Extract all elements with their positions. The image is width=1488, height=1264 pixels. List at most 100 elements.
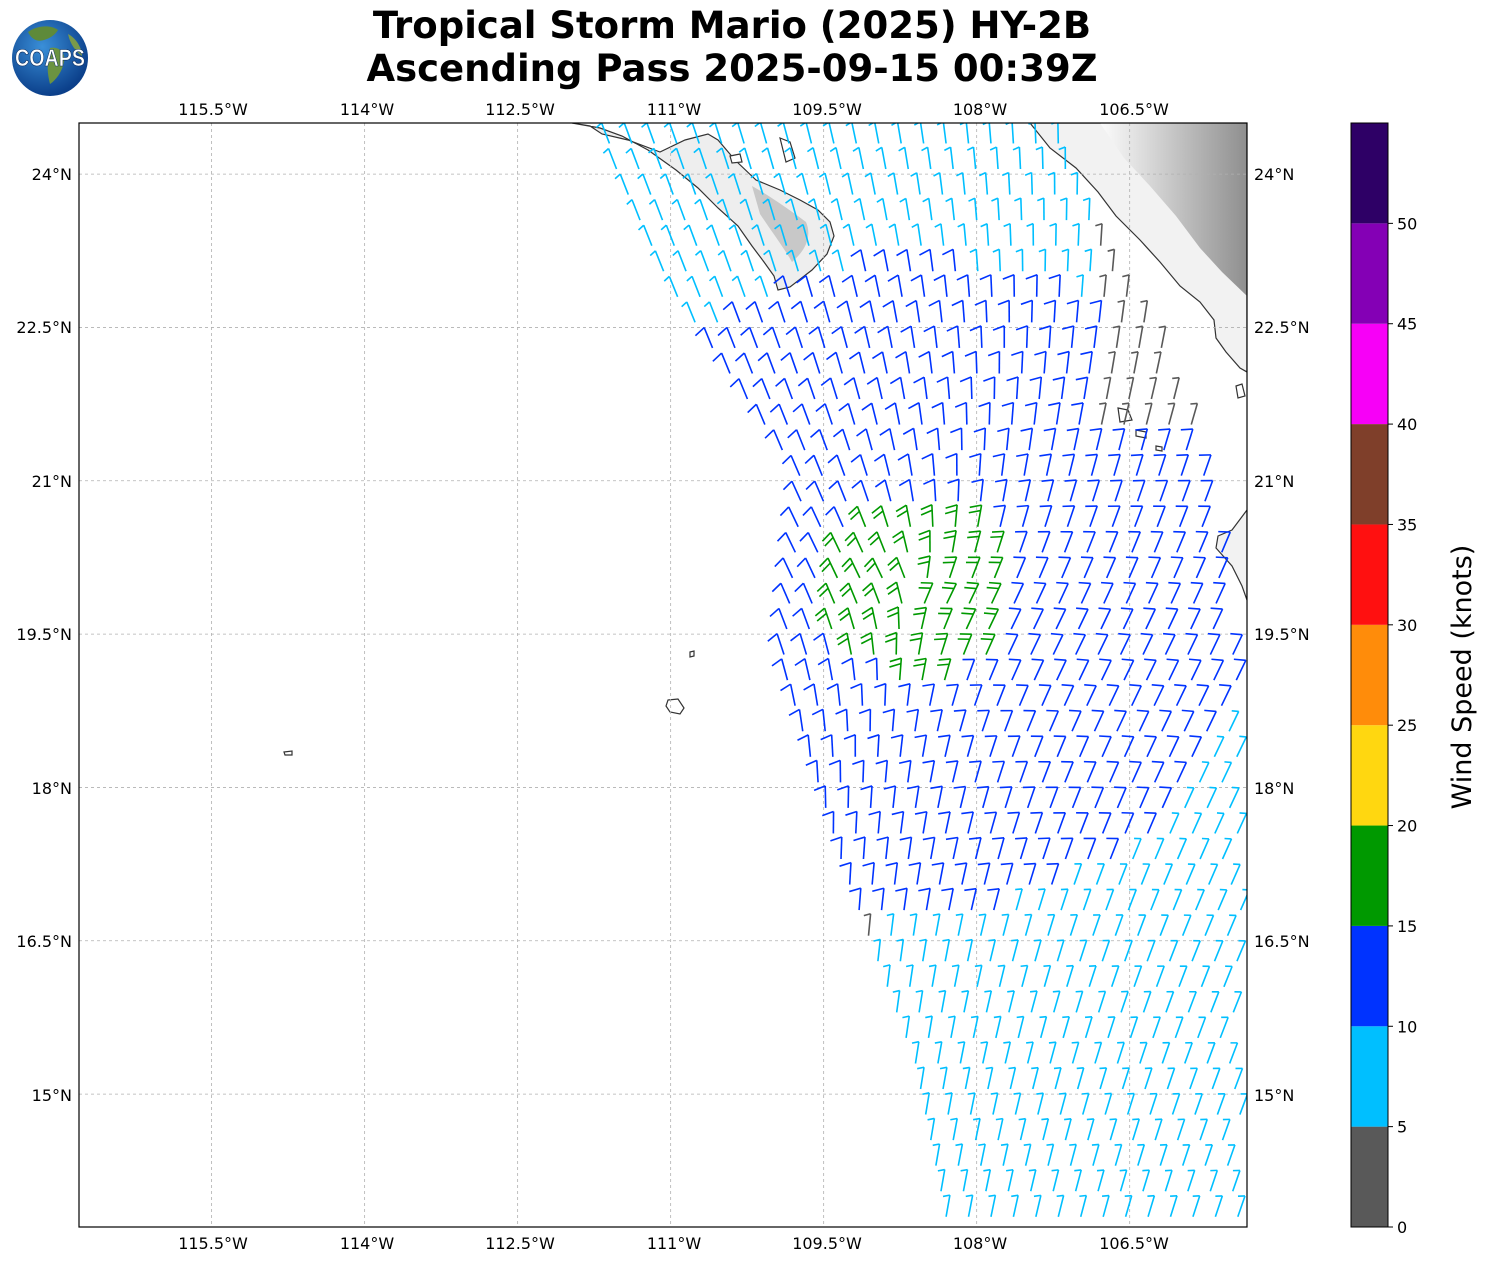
wind-barb (1103, 376, 1112, 400)
barb-shaft (1140, 428, 1149, 451)
barb-shaft (1123, 659, 1135, 681)
wind-barb (1054, 658, 1067, 681)
barb-flag (942, 938, 950, 942)
barb-shaft (664, 173, 674, 195)
barb-flag (614, 173, 621, 180)
barb-shaft (1128, 557, 1139, 579)
barb-shaft (1144, 1067, 1153, 1090)
barb-shaft (1091, 479, 1101, 502)
wind-barb (796, 557, 816, 579)
wind-barb (775, 377, 794, 400)
wind-barb (716, 198, 731, 221)
wind-barb (717, 326, 736, 349)
barb-flag (1084, 684, 1097, 687)
barb-flag (1091, 1143, 1099, 1146)
wind-barb (1218, 530, 1232, 553)
wind-barb (1020, 964, 1029, 987)
barb-flag (1007, 990, 1015, 993)
wind-barb (1041, 1117, 1050, 1141)
barb-shaft (1118, 863, 1128, 885)
wind-barb (1106, 760, 1120, 783)
barb-flag (754, 123, 761, 128)
wind-barb (884, 631, 898, 655)
barb-shaft (653, 199, 664, 221)
barb-flag (957, 223, 965, 228)
barb-flag (1196, 684, 1209, 687)
wind-barb (785, 326, 804, 349)
wind-barb (1076, 607, 1089, 630)
wind-barb (1121, 811, 1135, 834)
lon-label-bottom: 115.5°W (178, 1234, 248, 1253)
barb-flag (762, 198, 769, 204)
barb-flag (686, 275, 693, 282)
barb-shaft (840, 836, 843, 860)
wind-barb (951, 964, 960, 987)
wind-barb (1200, 479, 1214, 502)
barb-flag (1061, 325, 1074, 330)
barb-shaft (970, 888, 978, 911)
wind-barb (754, 275, 769, 298)
wind-barb (978, 401, 991, 425)
barb-shaft (846, 300, 853, 323)
barb-shaft (812, 352, 821, 374)
barb-shaft (1021, 505, 1030, 527)
barb-flag (1108, 453, 1121, 457)
barb-shaft (700, 250, 710, 272)
barb-shaft (802, 224, 810, 246)
wind-barb (649, 250, 665, 272)
barb-flag (810, 428, 821, 438)
barb-flag (1076, 735, 1089, 738)
barb-flag (740, 326, 751, 336)
barb-shaft (931, 964, 937, 987)
barb-shaft (1226, 915, 1237, 936)
barb-shaft (1039, 1016, 1048, 1039)
wind-barb (1091, 709, 1105, 732)
barb-shaft (1126, 1093, 1135, 1115)
wind-barb (1008, 658, 1022, 681)
barb-shaft (1155, 965, 1165, 988)
barb-flag (890, 734, 903, 739)
wind-barb (874, 479, 892, 502)
barb-shaft (825, 224, 833, 246)
barb-shaft (816, 760, 819, 783)
barb-flag (782, 480, 793, 491)
barb-shaft (1142, 991, 1152, 1013)
barb-shaft (1116, 1042, 1125, 1064)
barb-shaft (1093, 325, 1098, 348)
barb-shaft (854, 811, 858, 834)
wind-barb (902, 1015, 911, 1039)
barb-flag (1095, 632, 1108, 636)
barb-flag (797, 734, 809, 741)
wind-barb (1062, 505, 1076, 528)
wind-barb (934, 632, 949, 655)
barb-shaft (1146, 736, 1158, 758)
barb-shaft (905, 1016, 911, 1039)
barb-shaft (1002, 479, 1008, 502)
barb-flag (1073, 632, 1086, 636)
barb-shaft (856, 506, 867, 528)
barb-flag (804, 454, 815, 465)
barb-shaft (1055, 402, 1061, 425)
barb-flag (1043, 964, 1051, 968)
barb-shaft (942, 123, 947, 144)
barb-shaft (1094, 1042, 1103, 1064)
wind-barb (1011, 939, 1019, 962)
wind-barb (911, 223, 922, 246)
barb-flag (941, 887, 954, 892)
wind-barb (1142, 1169, 1151, 1192)
barb-flag (745, 301, 756, 310)
barb-flag (1003, 1041, 1011, 1044)
barb-shaft (986, 223, 990, 246)
wind-barb (1028, 632, 1042, 655)
barb-shaft (756, 224, 765, 246)
barb-shaft (937, 786, 944, 809)
wind-barb (1185, 863, 1196, 885)
wind-barb (875, 759, 889, 783)
barb-shaft (1057, 812, 1067, 834)
barb-shaft (812, 147, 820, 170)
barb-shaft (1228, 711, 1240, 732)
wind-barb (625, 147, 640, 170)
barb-flag (752, 377, 763, 388)
barb-shaft (1068, 454, 1076, 476)
wind-barb (885, 861, 899, 885)
